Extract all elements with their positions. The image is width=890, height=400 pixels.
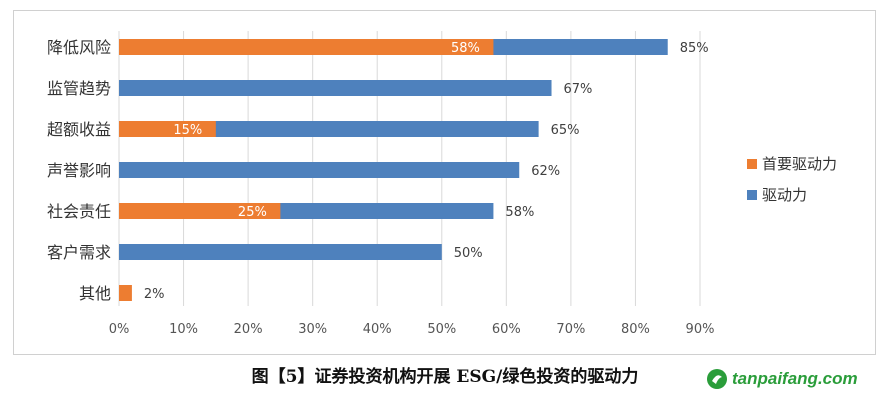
driver-bar (119, 244, 442, 260)
category-label: 监管趋势 (47, 79, 111, 98)
driver-value-label: 62% (531, 164, 560, 179)
legend-label-driver: 驱动力 (762, 186, 807, 204)
primary-value-label: 15% (173, 123, 202, 138)
legend-swatch-primary (747, 159, 757, 169)
driver-bar (119, 162, 520, 178)
label-layer: 0% 10% 20% 30% 40% 50% 60% 70% 80% 90% 降低风险 85% 58% 监… (47, 38, 714, 337)
driver-value-label: 58% (505, 205, 534, 220)
x-tick-label: 20% (234, 322, 263, 337)
category-label: 超额收益 (47, 120, 111, 139)
x-tick-label: 50% (427, 322, 456, 337)
primary-value-label: 25% (238, 205, 267, 220)
driver-value-label: 50% (454, 246, 483, 261)
category-label: 客户需求 (47, 243, 111, 262)
legend-swatch-driver (747, 190, 757, 200)
chart-frame: 0% 10% 20% 30% 40% 50% 60% 70% 80% 90% 降低风险 85% 58% 监… (13, 10, 876, 355)
x-tick-label: 90% (686, 322, 715, 337)
primary-value-label: 2% (144, 287, 165, 302)
x-tick-label: 70% (556, 322, 585, 337)
primary-value-label: 58% (451, 41, 480, 56)
bar-layer (119, 39, 668, 301)
primary-driver-bar (119, 285, 132, 301)
driver-value-label: 85% (680, 41, 709, 56)
x-tick-label: 40% (363, 322, 392, 337)
driver-bar (119, 80, 552, 96)
chart-svg: 0% 10% 20% 30% 40% 50% 60% 70% 80% 90% 降低风险 85% 58% 监… (47, 31, 837, 337)
driver-value-label: 65% (551, 123, 580, 138)
x-tick-label: 80% (621, 322, 650, 337)
category-label: 其他 (79, 284, 111, 303)
legend-label-primary: 首要驱动力 (762, 155, 837, 173)
primary-driver-bar (119, 39, 494, 55)
x-tick-label: 0% (109, 322, 130, 337)
figure-caption: 图【5】证券投资机构开展 ESG/绿色投资的驱动力 (251, 367, 639, 387)
driver-bar (119, 121, 539, 137)
x-tick-label: 60% (492, 322, 521, 337)
watermark-text: tanpaifang.com (732, 369, 858, 388)
category-label: 声誉影响 (47, 161, 111, 180)
primary-driver-bar (119, 121, 216, 137)
x-tick-label: 30% (298, 322, 327, 337)
driver-value-label: 67% (564, 82, 593, 97)
x-tick-label: 10% (169, 322, 198, 337)
category-label: 社会责任 (47, 202, 111, 221)
primary-driver-bar (119, 203, 281, 219)
watermark: tanpaifang.com (706, 368, 858, 390)
category-label: 降低风险 (47, 38, 111, 57)
tanpaifang-logo-icon (707, 369, 727, 389)
